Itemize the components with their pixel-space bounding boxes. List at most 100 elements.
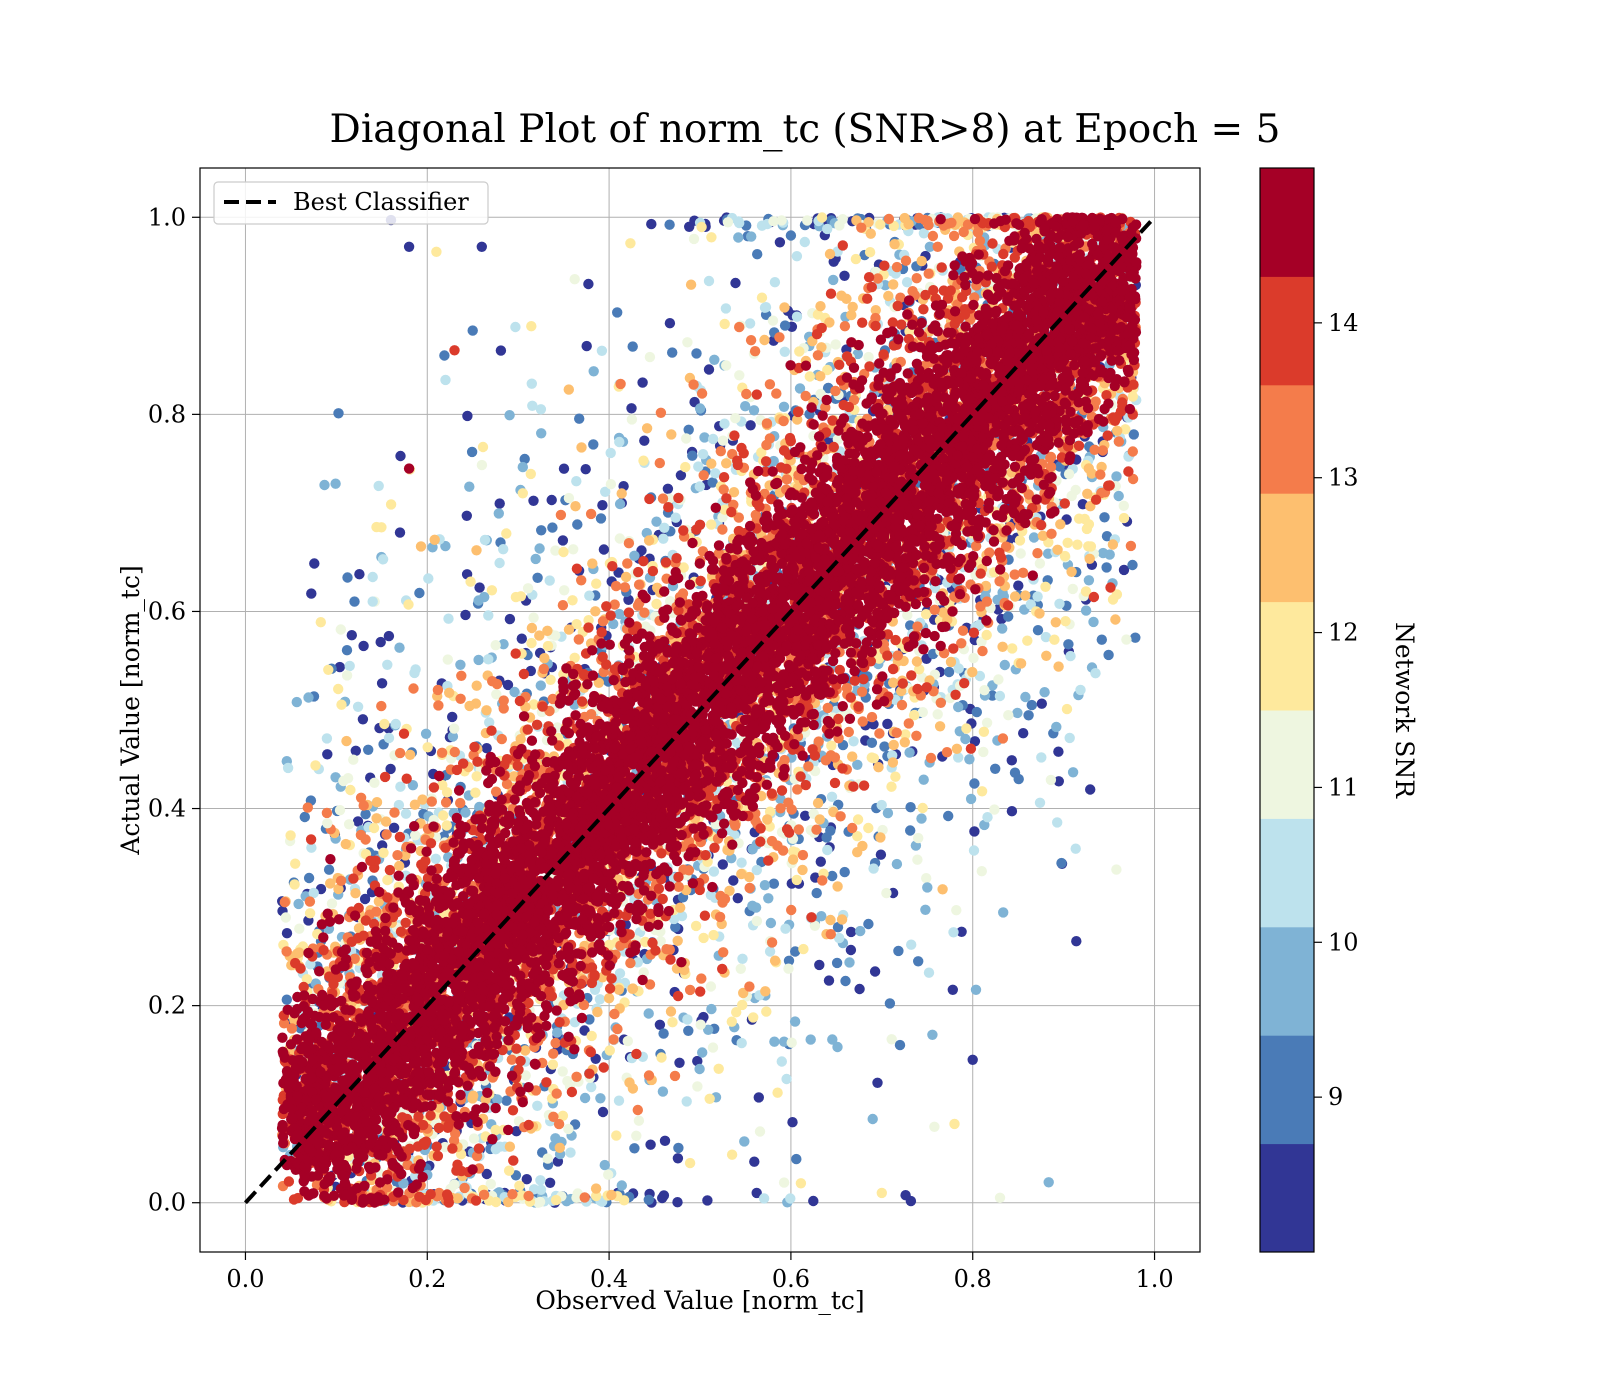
scatter-point <box>681 1096 692 1107</box>
scatter-point <box>646 218 657 230</box>
scatter-point <box>532 1100 543 1112</box>
scatter-point <box>588 439 599 450</box>
scatter-point <box>665 1006 677 1017</box>
scatter-point <box>978 746 989 758</box>
scatter-point <box>868 753 880 764</box>
scatter-point <box>494 557 505 569</box>
scatter-point <box>643 1008 654 1019</box>
scatter-point <box>989 804 1000 815</box>
scatter-point <box>629 1143 640 1154</box>
scatter-point <box>542 640 554 652</box>
scatter-point <box>333 408 344 419</box>
scatter-point <box>923 219 934 231</box>
scatter-point <box>828 274 839 286</box>
scatter-point <box>965 793 977 805</box>
scatter-point <box>709 354 720 365</box>
scatter-point <box>717 435 729 446</box>
scatter-point <box>964 754 975 765</box>
scatter-point <box>863 351 874 363</box>
scatter-point <box>1052 817 1063 828</box>
scatter-point <box>793 824 804 835</box>
scatter-point <box>923 967 935 978</box>
scatter-point <box>1039 687 1050 698</box>
scatter-point <box>682 1014 693 1025</box>
scatter-point <box>781 474 793 485</box>
scatter-point <box>764 946 776 957</box>
scatter-point <box>481 705 492 716</box>
scatter-point <box>825 825 836 836</box>
scatter-point <box>841 293 852 304</box>
scatter-point <box>789 1016 801 1027</box>
scatter-point <box>730 413 741 424</box>
scatter-point <box>799 236 810 248</box>
scatter-point <box>636 545 647 556</box>
scatter-point <box>625 238 636 249</box>
scatter-point <box>523 1190 534 1202</box>
scatter-point <box>569 274 580 285</box>
scatter-point <box>981 629 992 641</box>
scatter-point <box>666 429 677 440</box>
scatter-point <box>330 478 341 489</box>
scatter-point <box>1107 539 1119 550</box>
scatter-point <box>304 908 316 919</box>
scatter-point <box>718 947 729 958</box>
scatter-point <box>848 736 859 747</box>
scatter-point <box>794 346 805 357</box>
scatter-point <box>526 637 537 649</box>
scatter-point <box>627 1083 639 1094</box>
scatter-point <box>528 612 539 623</box>
scatter-point <box>371 813 382 824</box>
scatter-point <box>768 878 780 889</box>
scatter-point <box>852 847 863 858</box>
scatter-point <box>614 498 626 510</box>
scatter-point <box>1022 635 1033 646</box>
scatter-point <box>1055 519 1066 530</box>
scatter-point <box>855 925 866 937</box>
scatter-point <box>557 1066 568 1077</box>
scatter-point <box>976 866 987 877</box>
scatter-point <box>1003 710 1014 721</box>
scatter-point <box>811 887 822 899</box>
scatter-point <box>1007 643 1018 654</box>
scatter-point <box>550 1133 561 1144</box>
scatter-point <box>1034 797 1046 808</box>
scatter-point <box>616 488 627 499</box>
scatter-point <box>455 693 466 704</box>
scatter-point <box>702 1195 713 1206</box>
scatter-point <box>436 747 448 758</box>
scatter-point <box>766 835 778 847</box>
scatter-point <box>1130 632 1141 643</box>
scatter-point <box>997 623 1008 634</box>
scatter-point <box>626 403 637 414</box>
scatter-point <box>591 578 602 589</box>
scatter-point <box>999 659 1010 671</box>
scatter-point <box>1113 490 1124 502</box>
scatter-point <box>369 777 380 788</box>
scatter-point <box>672 935 683 946</box>
scatter-point <box>845 944 857 956</box>
scatter-point <box>778 401 790 412</box>
scatter-point <box>344 660 355 672</box>
scatter-point <box>1006 755 1017 766</box>
scatter-point <box>644 351 656 363</box>
scatter-point <box>781 1073 792 1085</box>
scatter-point <box>734 321 745 333</box>
scatter-point <box>675 902 686 913</box>
scatter-point <box>875 219 886 230</box>
scatter-point <box>483 610 494 621</box>
scatter-point <box>693 461 704 472</box>
scatter-point <box>574 413 585 424</box>
scatter-point <box>520 1045 531 1056</box>
scatter-point <box>696 388 708 399</box>
scatter-point <box>603 1169 614 1180</box>
scatter-point <box>882 718 893 730</box>
scatter-point <box>535 680 546 691</box>
scatter-point <box>751 915 763 927</box>
scatter-point <box>522 583 534 594</box>
scatter-point <box>744 981 755 992</box>
scatter-point <box>945 656 957 668</box>
scatter-point <box>282 762 294 774</box>
scatter-point <box>483 654 494 665</box>
scatter-point <box>447 711 458 723</box>
scatter-point <box>1096 634 1108 645</box>
